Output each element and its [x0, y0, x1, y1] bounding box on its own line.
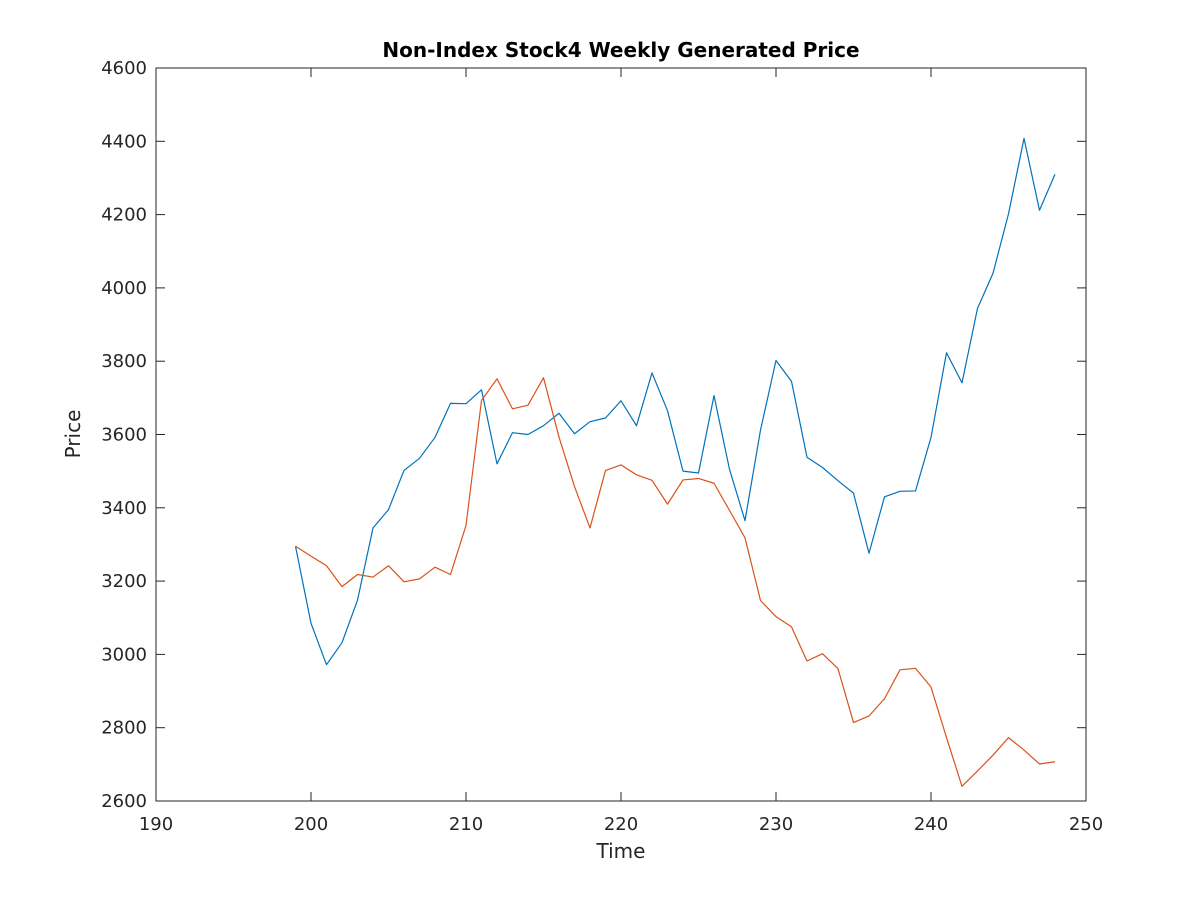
y-tick-label: 4600 — [101, 58, 147, 79]
y-tick-label: 4400 — [101, 131, 147, 152]
plot-area — [156, 68, 1086, 801]
x-tick-label: 200 — [294, 814, 328, 835]
y-axis: 2600 2800 3000 3200 3400 3600 3800 4000 4200 4400… — [101, 58, 1086, 812]
series-line-1 — [294, 137, 1056, 666]
y-tick-label: 2600 — [101, 791, 147, 812]
y-tick-label: 3600 — [101, 425, 147, 446]
series-line-2 — [295, 377, 1056, 787]
x-axis-label: Time — [596, 839, 646, 863]
y-tick-label: 3000 — [101, 644, 147, 665]
y-tick-label: 2800 — [101, 718, 147, 739]
y-axis-label: Price — [61, 410, 85, 459]
y-tick-label: 3400 — [101, 498, 147, 519]
series-layer — [294, 137, 1056, 787]
x-tick-label: 190 — [139, 814, 173, 835]
x-tick-label: 220 — [604, 814, 638, 835]
x-tick-label: 210 — [449, 814, 483, 835]
x-tick-label: 250 — [1069, 814, 1103, 835]
x-tick-label: 230 — [759, 814, 793, 835]
x-axis: 190 200 210 220 230 240 250 — [139, 68, 1103, 835]
y-tick-label: 3800 — [101, 351, 147, 372]
chart-title: Non-Index Stock4 Weekly Generated Price — [382, 38, 859, 62]
y-tick-label: 3200 — [101, 571, 147, 592]
x-tick-label: 240 — [914, 814, 948, 835]
y-tick-label: 4200 — [101, 205, 147, 226]
y-tick-label: 4000 — [101, 278, 147, 299]
